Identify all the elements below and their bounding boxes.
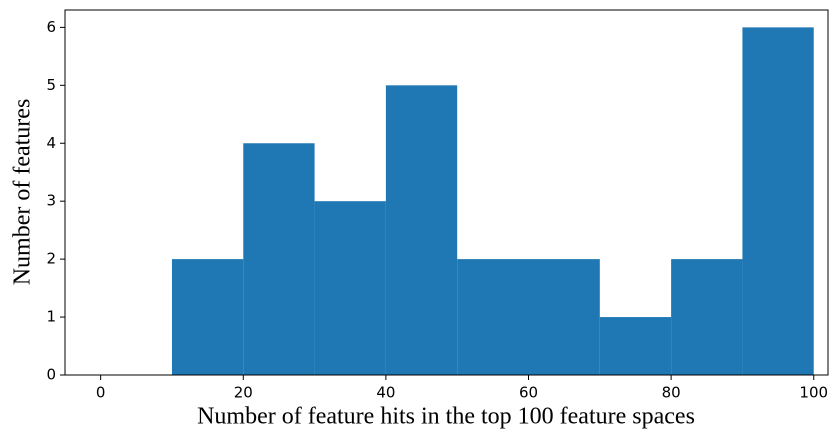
axes-frame bbox=[64, 9, 829, 376]
y-axis-label: Number of features bbox=[10, 99, 36, 286]
y-tick-label: 3 bbox=[46, 192, 56, 210]
bar bbox=[171, 259, 244, 375]
bar bbox=[243, 143, 315, 375]
x-tick-label: 100 bbox=[799, 384, 828, 402]
x-tick-label: 0 bbox=[96, 384, 106, 402]
y-tick-label: 5 bbox=[46, 76, 56, 94]
y-tick-label: 0 bbox=[46, 366, 56, 384]
y-tick-label: 4 bbox=[46, 134, 56, 152]
y-tick-label: 1 bbox=[46, 308, 56, 326]
bar bbox=[385, 85, 458, 376]
x-tick-label: 60 bbox=[519, 384, 538, 402]
bar bbox=[457, 259, 529, 375]
x-tick-label: 20 bbox=[234, 384, 253, 402]
bar bbox=[599, 317, 672, 375]
bar bbox=[528, 259, 600, 375]
bar bbox=[314, 201, 386, 375]
bar bbox=[671, 259, 743, 375]
bar bbox=[742, 27, 814, 376]
x-axis-label: Number of feature hits in the top 100 fe… bbox=[197, 404, 695, 430]
x-tick-label: 40 bbox=[376, 384, 395, 402]
y-tick-label: 2 bbox=[46, 250, 56, 268]
y-tick-label: 6 bbox=[46, 18, 56, 36]
x-tick-label: 80 bbox=[662, 384, 681, 402]
